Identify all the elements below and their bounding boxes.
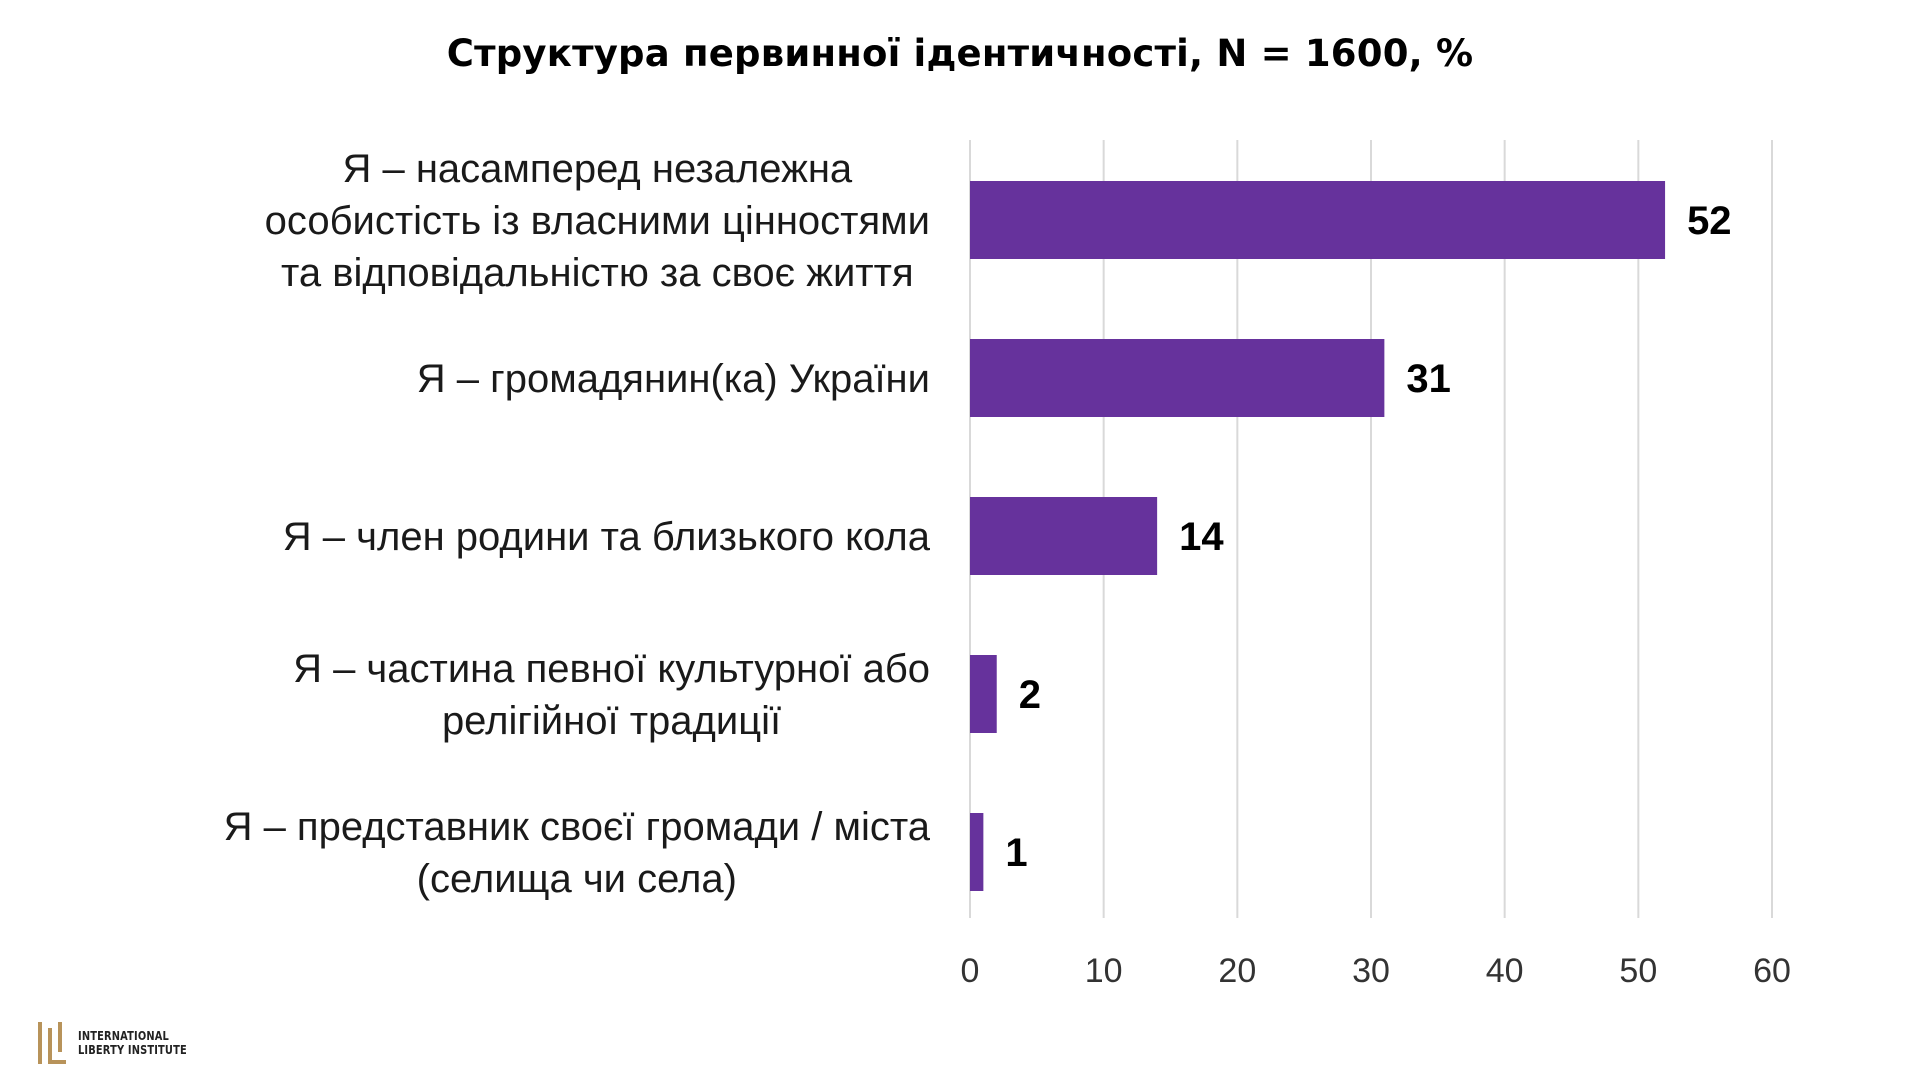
chart-title: Структура первинної ідентичності, N = 16… [446, 32, 1474, 75]
value-label-4: 1 [1005, 831, 1027, 875]
category-label-4: Я – представник своєї громади / міста (се… [224, 805, 931, 901]
x-tick-label-60: 60 [1753, 952, 1791, 990]
x-tick-label-10: 10 [1085, 952, 1123, 990]
logo-text-line1: INTERNATIONAL [78, 1029, 169, 1043]
logo-text: INTERNATIONAL LIBERTY INSTITUTE [78, 1029, 187, 1057]
value-label-3: 2 [1019, 673, 1041, 717]
category-label-0-line-2: та відповідальністю за своє життя [281, 251, 914, 295]
logo-mark-icon [38, 1022, 68, 1064]
bar-1 [970, 339, 1385, 417]
category-label-0: Я – насамперед незалежна особистість із в… [265, 147, 930, 295]
value-label-1: 31 [1406, 357, 1451, 401]
x-tick-label-0: 0 [961, 952, 980, 990]
bar-2 [970, 497, 1158, 575]
x-tick-label-50: 50 [1619, 952, 1657, 990]
category-label-2: Я – член родини та близького кола [283, 515, 931, 559]
x-tick-label-40: 40 [1486, 952, 1524, 990]
category-labels: Я – насамперед незалежна особистість із в… [224, 147, 931, 901]
category-label-3-line-1: релігійної традиції [442, 699, 781, 743]
x-axis-tick-labels: 0 10 20 30 40 50 60 [961, 952, 1791, 990]
value-labels: 52 31 14 2 1 [1005, 199, 1731, 875]
value-label-0: 52 [1687, 199, 1732, 243]
x-tick-label-30: 30 [1352, 952, 1390, 990]
category-label-0-line-0: Я – насамперед незалежна [342, 147, 852, 191]
bar-0 [970, 181, 1666, 259]
category-label-1-line-0: Я – громадянин(ка) України [417, 357, 930, 401]
category-label-0-line-1: особистість із власними цінностями [265, 199, 930, 243]
logo-text-line2: LIBERTY INSTITUTE [78, 1043, 187, 1057]
category-label-3-line-0: Я – частина певної культурної або [293, 647, 930, 691]
value-label-2: 14 [1179, 515, 1224, 559]
bars [970, 181, 1666, 891]
bar-4 [970, 813, 984, 891]
category-label-2-line-0: Я – член родини та близького кола [283, 515, 931, 559]
category-label-4-line-1: (селища чи села) [417, 857, 737, 901]
x-tick-label-20: 20 [1218, 952, 1256, 990]
category-label-3: Я – частина певної культурної або релігій… [293, 647, 930, 743]
institute-logo: INTERNATIONAL LIBERTY INSTITUTE [38, 1022, 211, 1064]
category-label-1: Я – громадянин(ка) України [417, 357, 930, 401]
bar-3 [970, 655, 997, 733]
category-label-4-line-0: Я – представник своєї громади / міста [224, 805, 931, 849]
